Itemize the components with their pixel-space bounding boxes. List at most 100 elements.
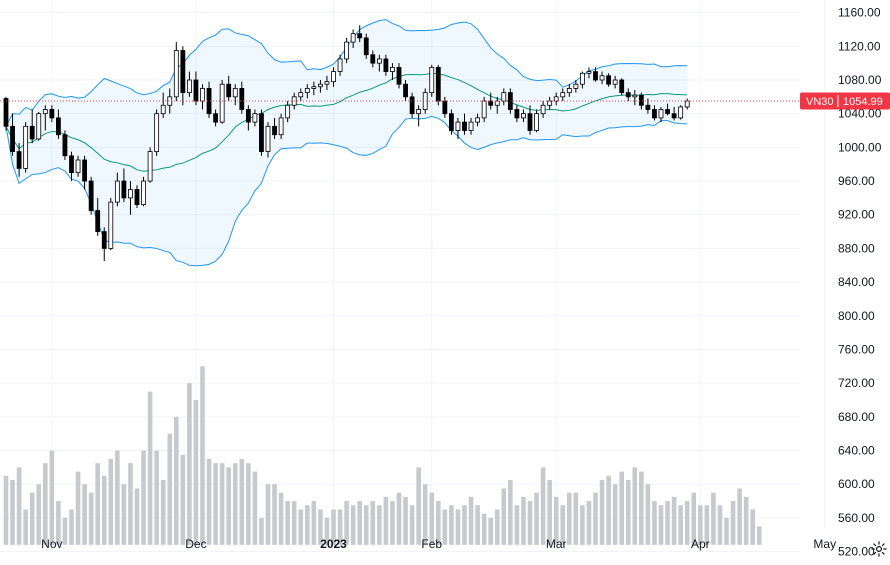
candle-body-down bbox=[448, 113, 454, 131]
volume-bar bbox=[331, 509, 336, 545]
volume-bar bbox=[658, 505, 664, 545]
x-axis: Nov Dec 2023 Feb Mar Apr May bbox=[41, 537, 836, 551]
volume-bar bbox=[599, 480, 605, 545]
volume-bar bbox=[108, 458, 114, 545]
volume-bar bbox=[639, 471, 644, 545]
volume-bar bbox=[3, 475, 9, 545]
volume-bar bbox=[213, 463, 218, 545]
candle-body-down bbox=[226, 83, 232, 98]
volume-bar bbox=[508, 480, 513, 545]
bollinger-basis-line bbox=[5, 72, 688, 172]
y-tick-label: 760.00 bbox=[838, 342, 875, 356]
candle-body-up bbox=[376, 58, 382, 64]
candle-body-down bbox=[239, 88, 245, 110]
x-tick-label: Mar bbox=[546, 537, 567, 551]
candle-body-down bbox=[62, 134, 68, 157]
candle-body-down bbox=[272, 125, 277, 136]
volume-bar bbox=[488, 517, 493, 545]
volume-bar bbox=[468, 496, 474, 545]
y-tick-label: 800.00 bbox=[838, 309, 875, 323]
volume-bar bbox=[200, 366, 205, 545]
y-tick-label: 680.00 bbox=[838, 410, 875, 424]
volume-bar bbox=[239, 458, 245, 545]
candle-body-down bbox=[488, 100, 494, 106]
candle-body-down bbox=[82, 159, 87, 182]
last-price-label-bg bbox=[800, 92, 890, 110]
volume-bar bbox=[494, 509, 500, 545]
candle-body-up bbox=[416, 109, 422, 115]
y-tick-label: 1080.00 bbox=[838, 73, 882, 87]
candle-body-up bbox=[331, 71, 336, 83]
candle-body-down bbox=[638, 94, 644, 106]
y-tick-label: 1120.00 bbox=[838, 39, 881, 53]
volume-bar bbox=[324, 517, 330, 545]
candle-body-down bbox=[29, 125, 35, 140]
candle-body-down bbox=[671, 113, 677, 119]
candle-body-down bbox=[49, 109, 55, 119]
candle-body-up bbox=[173, 50, 179, 98]
candle-body-up bbox=[612, 79, 618, 85]
y-tick-label: 520.00 bbox=[838, 545, 875, 559]
volume-bar bbox=[567, 492, 572, 545]
candle-body-up bbox=[553, 96, 559, 102]
candle-body-up bbox=[200, 88, 205, 102]
candle-body-up bbox=[278, 117, 284, 136]
volume-bar bbox=[370, 501, 376, 545]
candle-body-up bbox=[160, 104, 166, 115]
volume-bar bbox=[514, 505, 520, 545]
settings-gear-icon[interactable] bbox=[870, 540, 888, 558]
candle-body-down bbox=[370, 54, 376, 64]
y-tick-label: 1160.00 bbox=[838, 6, 881, 20]
volume-bar bbox=[383, 496, 389, 545]
candle-body-down bbox=[442, 100, 448, 115]
candle-body-up bbox=[75, 159, 81, 174]
volume-bar bbox=[121, 484, 127, 545]
volume-bar bbox=[652, 501, 657, 545]
candle-body-up bbox=[560, 92, 566, 98]
volume-bar bbox=[246, 463, 251, 545]
candle-body-down bbox=[403, 83, 408, 98]
candle-body-down bbox=[10, 125, 15, 152]
candle-body-up bbox=[481, 100, 487, 119]
volume-bar bbox=[730, 501, 736, 545]
candle-body-up bbox=[580, 72, 585, 85]
candle-body-up bbox=[632, 94, 638, 98]
volume-bar bbox=[36, 484, 42, 545]
candle-body-up bbox=[344, 41, 350, 60]
volume-bar bbox=[547, 480, 552, 545]
candle-body-down bbox=[69, 155, 74, 174]
volume-bar bbox=[593, 492, 598, 545]
volume-bar bbox=[337, 509, 343, 545]
candle-body-up bbox=[147, 151, 153, 182]
x-tick-label: May bbox=[813, 537, 836, 551]
volume-bar bbox=[259, 517, 264, 545]
volume-bar bbox=[429, 492, 435, 545]
volume-bar bbox=[49, 450, 55, 545]
y-tick-label: 1040.00 bbox=[838, 107, 882, 121]
volume-bar bbox=[481, 513, 487, 545]
volume-bar bbox=[193, 400, 199, 545]
candle-body-down bbox=[3, 98, 9, 127]
candle-body-up bbox=[36, 113, 42, 140]
candle-body-up bbox=[586, 71, 592, 74]
volume-bar bbox=[403, 496, 408, 545]
volume-bar bbox=[174, 416, 179, 545]
volume-bar bbox=[180, 454, 186, 545]
candle-body-down bbox=[527, 113, 533, 131]
volume-bar bbox=[62, 517, 68, 545]
volume-bar bbox=[449, 505, 454, 545]
y-tick-label: 560.00 bbox=[838, 511, 875, 525]
volume-bar bbox=[560, 505, 566, 545]
volume-bar bbox=[390, 501, 395, 545]
candle-body-up bbox=[547, 100, 553, 106]
candle-body-down bbox=[514, 109, 520, 119]
candle-body-up bbox=[42, 109, 48, 115]
volume-bar bbox=[252, 471, 258, 545]
volume-bar bbox=[128, 463, 133, 545]
volume-bar bbox=[206, 458, 212, 545]
candle-body-up bbox=[390, 66, 395, 72]
candle-body-down bbox=[180, 50, 186, 94]
y-axis: 1160.00 1120.00 1080.00 1040.00 1000.00 960.0… bbox=[838, 6, 882, 559]
candle-body-down bbox=[652, 109, 657, 119]
